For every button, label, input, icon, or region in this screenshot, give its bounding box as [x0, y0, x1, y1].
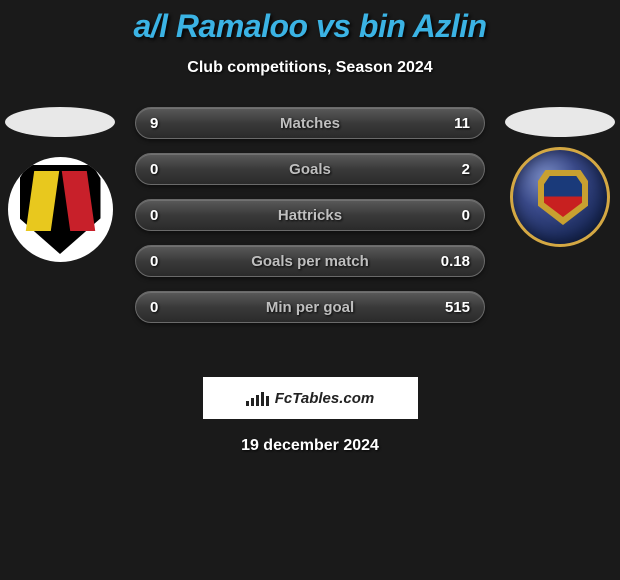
stat-label: Goals per match [251, 253, 369, 270]
stat-value-left: 9 [150, 115, 158, 132]
club-crest-right [510, 147, 610, 247]
stat-value-right: 515 [445, 299, 470, 316]
stat-value-left: 0 [150, 207, 158, 224]
subtitle: Club competitions, Season 2024 [0, 59, 620, 77]
stat-label: Matches [280, 115, 340, 132]
stat-value-right: 0 [462, 207, 470, 224]
stat-bars: 9 Matches 11 0 Goals 2 0 Hattricks 0 0 G… [135, 107, 485, 337]
stat-row-goals: 0 Goals 2 [135, 153, 485, 185]
crest-shield-icon [538, 170, 588, 225]
avatar-right-placeholder [505, 107, 615, 137]
stat-row-matches: 9 Matches 11 [135, 107, 485, 139]
date-label: 19 december 2024 [0, 437, 620, 455]
stat-value-right: 2 [462, 161, 470, 178]
stat-value-left: 0 [150, 299, 158, 316]
page-title: a/l Ramaloo vs bin Azlin [0, 8, 620, 45]
avatar-left-placeholder [5, 107, 115, 137]
main-area: 9 Matches 11 0 Goals 2 0 Hattricks 0 0 G… [0, 107, 620, 357]
stat-value-left: 0 [150, 253, 158, 270]
stat-label: Hattricks [278, 207, 342, 224]
brand-text: FcTables.com [275, 390, 374, 407]
stat-value-right: 0.18 [441, 253, 470, 270]
stat-row-hattricks: 0 Hattricks 0 [135, 199, 485, 231]
club-crest-left [8, 157, 113, 262]
stat-label: Min per goal [266, 299, 354, 316]
brand-badge[interactable]: FcTables.com [203, 377, 418, 419]
player-left-column [0, 107, 120, 262]
comparison-card: a/l Ramaloo vs bin Azlin Club competitio… [0, 0, 620, 455]
bar-chart-icon [246, 390, 269, 406]
player-right-column [500, 107, 620, 247]
stat-value-left: 0 [150, 161, 158, 178]
stat-row-goals-per-match: 0 Goals per match 0.18 [135, 245, 485, 277]
stat-value-right: 11 [454, 115, 470, 132]
stat-row-min-per-goal: 0 Min per goal 515 [135, 291, 485, 323]
stat-label: Goals [289, 161, 331, 178]
